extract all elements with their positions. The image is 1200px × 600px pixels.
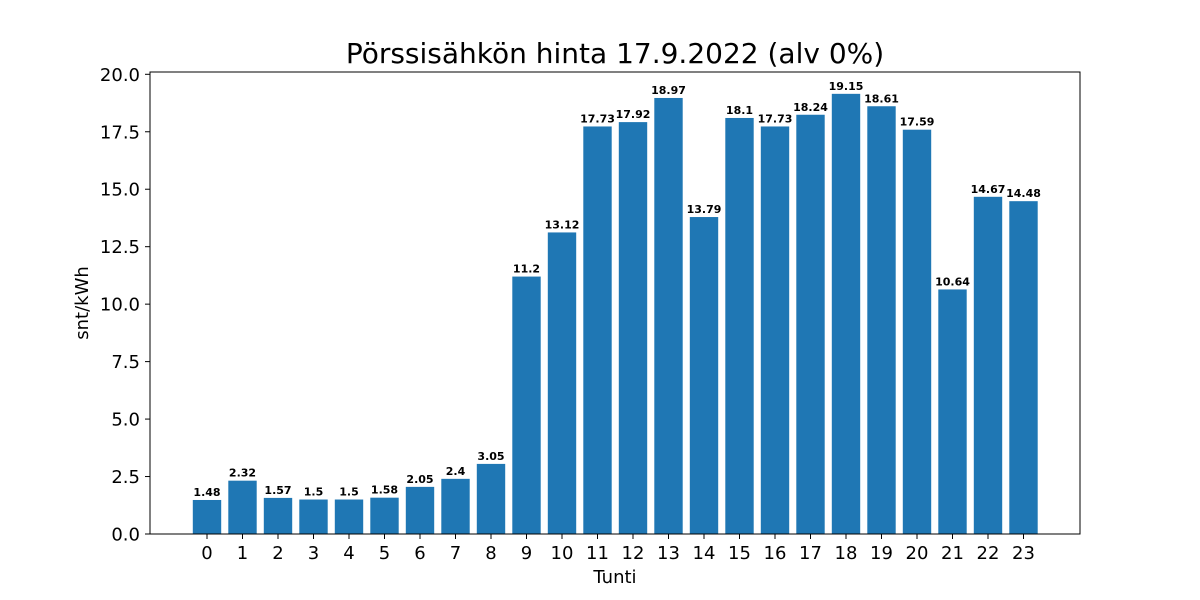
- x-tick-label: 5: [379, 543, 390, 564]
- bar-value-label: 11.2: [513, 263, 540, 276]
- bar: [1009, 201, 1038, 534]
- bar-value-label: 18.24: [793, 101, 828, 114]
- x-tick-label: 1: [237, 543, 248, 564]
- bar-value-label: 17.92: [616, 108, 651, 121]
- bar: [512, 276, 541, 534]
- x-tick-label: 10: [551, 543, 574, 564]
- bar-value-label: 1.58: [371, 484, 398, 497]
- x-axis-ticks: 0 1 2 3 4 5 6 7 8 9 10 11 12 13 14 15 16 17 18 19 20 21 22 23: [201, 534, 1035, 564]
- x-axis-label: Tunti: [592, 567, 636, 588]
- x-tick-label: 0: [201, 543, 212, 564]
- x-tick-label: 21: [941, 543, 964, 564]
- x-tick-label: 23: [1012, 543, 1035, 564]
- bar: [192, 499, 222, 534]
- y-tick-label: 20.0: [100, 65, 140, 86]
- y-axis-label: snt/kWh: [72, 266, 93, 340]
- x-tick-label: 14: [693, 543, 716, 564]
- bar: [725, 117, 754, 534]
- bar: [263, 497, 293, 534]
- x-tick-label: 4: [343, 543, 354, 564]
- bar: [831, 93, 861, 534]
- bar-value-label: 18.61: [864, 92, 899, 105]
- x-tick-label: 18: [835, 543, 858, 564]
- bar: [547, 232, 577, 534]
- x-tick-label: 9: [521, 543, 532, 564]
- bar: [973, 196, 1003, 534]
- bar: [796, 114, 825, 534]
- bar-value-label: 18.1: [726, 104, 753, 117]
- bar: [938, 289, 967, 534]
- bar: [583, 126, 612, 534]
- y-tick-label: 17.5: [100, 122, 140, 143]
- bar: [370, 497, 399, 534]
- bar-value-label: 3.05: [477, 450, 504, 463]
- bar-value-label: 13.79: [687, 203, 722, 216]
- x-tick-label: 22: [977, 543, 1000, 564]
- bar-value-label: 2.32: [229, 467, 256, 480]
- x-tick-label: 16: [764, 543, 787, 564]
- data-labels-group: 1.48 2.32 1.57 1.5 1.5 1.58 2.05 2.4 3.05 11.2 13.…: [193, 80, 1040, 499]
- y-tick-label: 7.5: [111, 352, 140, 373]
- bar-value-label: 1.48: [193, 486, 220, 499]
- x-tick-label: 12: [622, 543, 645, 564]
- bar-value-label: 17.73: [580, 112, 615, 125]
- bar: [405, 486, 435, 534]
- y-tick-label: 2.5: [111, 467, 140, 488]
- bar-value-label: 17.73: [758, 112, 793, 125]
- x-tick-label: 15: [728, 543, 751, 564]
- x-tick-label: 3: [308, 543, 319, 564]
- bar-value-label: 19.15: [829, 80, 864, 93]
- bar: [760, 126, 790, 534]
- bar-value-label: 18.97: [651, 84, 686, 97]
- bar-value-label: 14.67: [971, 183, 1006, 196]
- plot-frame: [149, 71, 1081, 535]
- bar-value-label: 17.59: [900, 116, 935, 129]
- bar: [441, 478, 470, 534]
- bar-value-label: 2.05: [406, 473, 433, 486]
- bar: [902, 129, 932, 534]
- y-tick-label: 10.0: [100, 295, 140, 316]
- x-tick-label: 13: [657, 543, 680, 564]
- x-tick-label: 19: [870, 543, 893, 564]
- y-tick-label: 12.5: [100, 237, 140, 258]
- y-tick-label: 0.0: [111, 525, 140, 546]
- x-tick-label: 8: [485, 543, 496, 564]
- x-tick-label: 7: [450, 543, 461, 564]
- bar: [867, 106, 896, 534]
- bar: [618, 122, 648, 535]
- x-tick-label: 20: [906, 543, 929, 564]
- y-tick-label: 5.0: [111, 410, 140, 431]
- bar: [299, 499, 328, 534]
- bar-value-label: 13.12: [545, 218, 580, 231]
- bar-value-label: 10.64: [935, 275, 970, 288]
- bar-value-label: 1.57: [264, 484, 291, 497]
- bar: [654, 97, 683, 534]
- bar: [228, 480, 257, 534]
- x-tick-label: 17: [799, 543, 822, 564]
- bars-group: [192, 93, 1038, 535]
- bar-value-label: 14.48: [1006, 187, 1041, 200]
- bar-value-label: 1.5: [304, 486, 324, 499]
- bar-value-label: 1.5: [339, 486, 359, 499]
- x-tick-label: 6: [414, 543, 425, 564]
- x-tick-label: 2: [272, 543, 283, 564]
- y-axis-ticks: 0.0 2.5 5.0 7.5 10.0 12.5 15.0 17.5 20.0: [100, 65, 150, 546]
- bar: [689, 217, 719, 535]
- chart-title: Pörssisähkön hinta 17.9.2022 (alv 0%): [346, 37, 884, 70]
- y-tick-label: 15.0: [100, 180, 140, 201]
- bar-value-label: 2.4: [446, 465, 466, 478]
- bar: [334, 499, 364, 534]
- bar: [476, 463, 506, 534]
- x-tick-label: 11: [586, 543, 609, 564]
